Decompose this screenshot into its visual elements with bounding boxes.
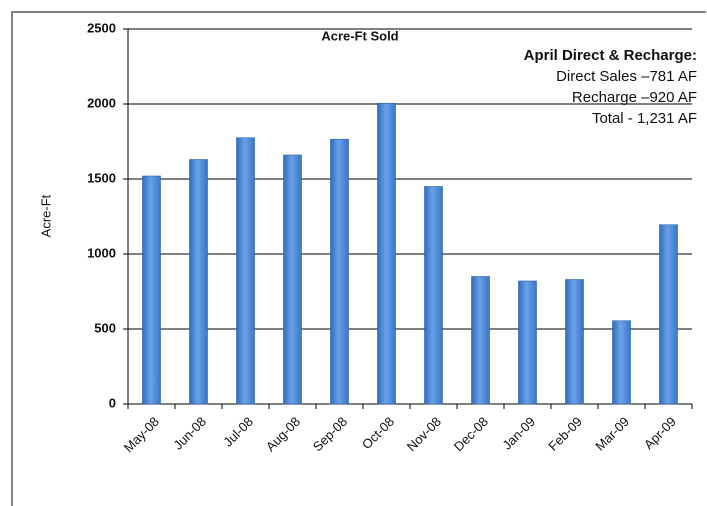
bar bbox=[330, 138, 349, 405]
x-tick-label: Jul-08 bbox=[220, 414, 256, 450]
x-tick-label: Sep-08 bbox=[310, 414, 350, 454]
x-tick-label: Feb-09 bbox=[545, 414, 585, 454]
bar bbox=[565, 279, 584, 405]
x-tick-label: Mar-09 bbox=[592, 414, 632, 454]
frame bbox=[11, 11, 706, 506]
x-tick-label: Apr-09 bbox=[641, 414, 679, 452]
x-tick-label: Aug-08 bbox=[263, 414, 303, 454]
chart-title: Acre-Ft Sold bbox=[321, 28, 398, 43]
x-tick-label: Jun-08 bbox=[170, 414, 209, 453]
bar bbox=[612, 320, 631, 405]
y-tick-label: 500 bbox=[94, 320, 116, 335]
annotation: Recharge –920 AF bbox=[572, 89, 697, 106]
y-tick-label: 1500 bbox=[87, 170, 116, 185]
x-tick-label: Oct-08 bbox=[359, 414, 397, 452]
bar bbox=[518, 280, 537, 405]
bar bbox=[471, 276, 490, 405]
x-tick-label: Dec-08 bbox=[451, 414, 491, 454]
annotation: Direct Sales –781 AF bbox=[556, 68, 697, 85]
annotation: April Direct & Recharge: bbox=[524, 47, 697, 64]
y-tick-label: 1000 bbox=[87, 245, 116, 260]
bar bbox=[189, 159, 208, 405]
annotation: Total - 1,231 AF bbox=[592, 110, 697, 127]
bar bbox=[659, 224, 678, 405]
bar bbox=[283, 154, 302, 405]
y-tick-label: 0 bbox=[109, 395, 116, 410]
bar bbox=[236, 137, 255, 405]
bar bbox=[424, 186, 443, 405]
y-tick-label: 2000 bbox=[87, 95, 116, 110]
bar bbox=[377, 102, 396, 405]
y-axis-label: Acre-Ft bbox=[38, 194, 53, 237]
x-tick-label: Jan-09 bbox=[499, 414, 538, 453]
bar bbox=[142, 175, 161, 405]
x-tick-label: May-08 bbox=[121, 414, 162, 455]
x-tick-label: Nov-08 bbox=[404, 414, 444, 454]
y-tick-label: 2500 bbox=[87, 20, 116, 35]
